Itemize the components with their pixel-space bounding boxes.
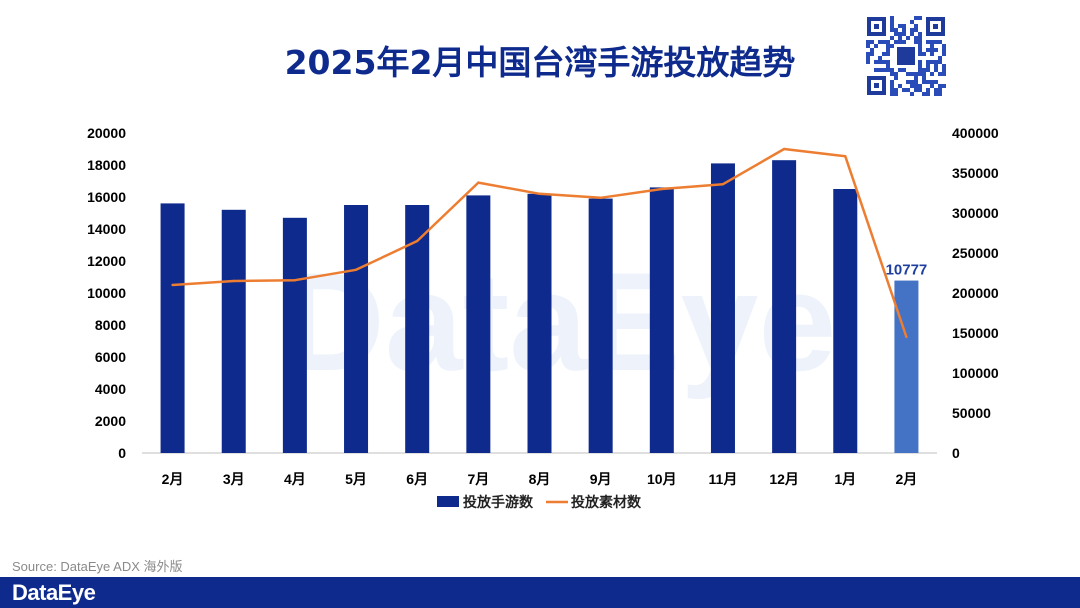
line-point-creatives bbox=[538, 192, 541, 195]
x-axis-tick: 5月 bbox=[345, 471, 367, 487]
bar-games-count bbox=[588, 198, 613, 453]
right-axis-tick: 150000 bbox=[952, 325, 999, 341]
line-point-creatives bbox=[415, 239, 419, 243]
x-axis-tick: 10月 bbox=[647, 471, 677, 487]
watermark-text: DataEye bbox=[284, 243, 837, 400]
bar-games-count bbox=[160, 203, 185, 453]
x-axis-tick: 11月 bbox=[709, 471, 738, 487]
footer-bar: DataEye bbox=[0, 577, 1080, 608]
x-axis-tick: 3月 bbox=[223, 471, 245, 487]
right-axis-tick: 100000 bbox=[952, 365, 999, 381]
line-point-creatives bbox=[782, 147, 786, 151]
x-axis-tick: 1月 bbox=[834, 471, 856, 487]
legend-label-line: 投放素材数 bbox=[571, 494, 642, 511]
combo-chart: DataEye 0 2000 4000 6000 8000 10000 12000 14000… bbox=[87, 125, 999, 511]
qr-code-icon bbox=[866, 16, 946, 96]
legend: 投放手游数 投放素材数 bbox=[437, 494, 642, 511]
data-label-value: 10777 bbox=[886, 262, 928, 279]
left-axis-tick: 0 bbox=[118, 445, 126, 461]
x-axis-tick: 2月 bbox=[162, 471, 184, 487]
legend-label-bar: 投放手游数 bbox=[463, 494, 534, 511]
right-axis-tick: 350000 bbox=[952, 165, 999, 181]
line-point-creatives bbox=[171, 283, 174, 287]
line-point-creatives bbox=[599, 196, 602, 199]
right-axis-tick: 300000 bbox=[952, 205, 999, 221]
bar-games-count bbox=[772, 160, 797, 453]
x-axis-tick: 2月 bbox=[896, 471, 918, 487]
bar-games-count bbox=[466, 195, 491, 453]
x-axis-tick: 6月 bbox=[406, 471, 428, 487]
left-axis-tick: 6000 bbox=[95, 349, 126, 365]
line-point-creatives bbox=[660, 187, 664, 191]
right-axis-tick: 400000 bbox=[952, 125, 999, 141]
bar-games-count bbox=[833, 189, 858, 453]
line-point-creatives bbox=[477, 181, 480, 184]
bar-games-count bbox=[710, 163, 735, 453]
x-axis-tick: 12月 bbox=[769, 471, 799, 487]
left-axis-tick: 12000 bbox=[87, 253, 126, 269]
left-axis-tick: 16000 bbox=[87, 189, 126, 205]
bar-games-count bbox=[344, 205, 369, 453]
bar-games-count bbox=[221, 209, 246, 453]
line-point-creatives bbox=[232, 279, 235, 283]
left-axis-tick: 10000 bbox=[87, 285, 126, 301]
left-axis-tick: 2000 bbox=[95, 413, 126, 429]
right-axis-tick: 50000 bbox=[952, 405, 991, 421]
legend-swatch-bar bbox=[437, 496, 459, 507]
line-point-creatives bbox=[721, 183, 725, 186]
bar-games-count bbox=[405, 205, 430, 453]
bar-games-count bbox=[282, 217, 307, 453]
x-axis-tick: 4月 bbox=[284, 471, 306, 487]
line-point-creatives bbox=[844, 155, 847, 158]
left-axis-tick: 4000 bbox=[95, 381, 126, 397]
right-axis-tick: 200000 bbox=[952, 285, 999, 301]
source-note: Source: DataEye ADX 海外版 bbox=[12, 559, 183, 574]
left-axis-tick: 20000 bbox=[87, 125, 126, 141]
left-axis-tick: 18000 bbox=[87, 157, 126, 173]
bar-games-count bbox=[527, 193, 552, 454]
line-point-creatives bbox=[905, 335, 908, 339]
x-axis-tick: 7月 bbox=[467, 471, 489, 487]
chart-title: 2025年2月中国台湾手游投放趋势 bbox=[284, 43, 796, 82]
right-axis-tick: 0 bbox=[952, 445, 960, 461]
left-axis-tick: 14000 bbox=[87, 221, 126, 237]
line-point-creatives bbox=[293, 279, 297, 282]
x-axis-tick: 8月 bbox=[529, 471, 551, 487]
bar-games-count bbox=[649, 187, 674, 453]
x-axis-tick: 9月 bbox=[590, 471, 612, 487]
bar-games-count bbox=[894, 280, 919, 453]
right-axis-tick: 250000 bbox=[952, 245, 999, 261]
line-point-creatives bbox=[354, 268, 358, 271]
left-axis-tick: 8000 bbox=[95, 317, 126, 333]
dataeye-logo: DataEye bbox=[12, 580, 96, 605]
